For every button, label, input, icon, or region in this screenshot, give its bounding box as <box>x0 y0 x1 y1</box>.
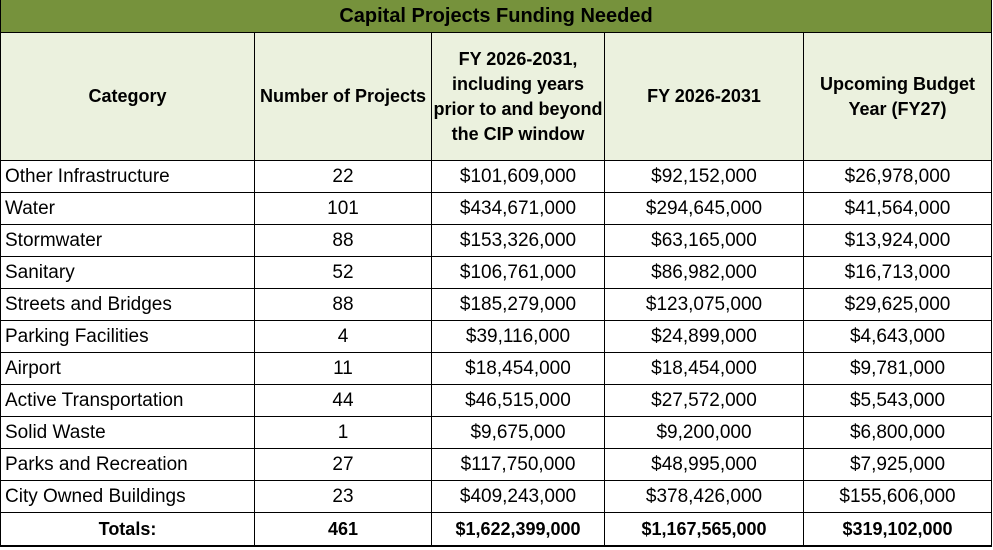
cell-fy27: $41,564,000 <box>802 192 993 225</box>
totals-label: Totals: <box>0 512 255 547</box>
cell-category: Parking Facilities <box>0 320 255 353</box>
cell-fy-total-incl: $153,326,000 <box>431 224 605 257</box>
totals-fy-2026-2031: $1,167,565,000 <box>604 512 804 547</box>
cell-fy27: $13,924,000 <box>802 224 993 257</box>
cell-number-of-projects: 52 <box>254 256 432 289</box>
cell-fy-2026-2031: $24,899,000 <box>604 320 804 353</box>
cell-fy-2026-2031: $294,645,000 <box>604 192 804 225</box>
table-row: Sanitary 52 $106,761,000 $86,982,000 $16… <box>0 256 993 289</box>
cell-fy-total-incl: $9,675,000 <box>431 416 605 449</box>
table-title: Capital Projects Funding Needed <box>0 0 993 33</box>
cell-category: Stormwater <box>0 224 255 257</box>
cell-fy27: $5,543,000 <box>802 384 993 417</box>
cell-fy-2026-2031: $9,200,000 <box>604 416 804 449</box>
cell-fy-2026-2031: $378,426,000 <box>604 480 804 513</box>
table-row: Solid Waste 1 $9,675,000 $9,200,000 $6,8… <box>0 416 993 449</box>
cell-fy-2026-2031: $18,454,000 <box>604 352 804 385</box>
table-row: Parks and Recreation 27 $117,750,000 $48… <box>0 448 993 481</box>
cell-fy27: $9,781,000 <box>802 352 993 385</box>
cell-number-of-projects: 4 <box>254 320 432 353</box>
header-fy-2026-2031-including-prior-beyond: FY 2026-2031, including years prior to a… <box>431 32 605 161</box>
cell-fy-2026-2031: $63,165,000 <box>604 224 804 257</box>
cell-fy-total-incl: $18,454,000 <box>431 352 605 385</box>
cell-fy27: $7,925,000 <box>802 448 993 481</box>
cell-fy27: $4,643,000 <box>802 320 993 353</box>
table-row: Streets and Bridges 88 $185,279,000 $123… <box>0 288 993 321</box>
cell-category: Sanitary <box>0 256 255 289</box>
table-row: Stormwater 88 $153,326,000 $63,165,000 $… <box>0 224 993 257</box>
cell-fy-2026-2031: $48,995,000 <box>604 448 804 481</box>
cell-fy27: $155,606,000 <box>802 480 993 513</box>
cell-number-of-projects: 11 <box>254 352 432 385</box>
cell-number-of-projects: 101 <box>254 192 432 225</box>
table-title-row: Capital Projects Funding Needed <box>0 0 993 33</box>
cell-fy-2026-2031: $27,572,000 <box>604 384 804 417</box>
cell-category: Airport <box>0 352 255 385</box>
cell-number-of-projects: 88 <box>254 288 432 321</box>
cell-category: City Owned Buildings <box>0 480 255 513</box>
totals-fy27: $319,102,000 <box>802 512 993 547</box>
cell-fy-total-incl: $106,761,000 <box>431 256 605 289</box>
totals-fy-total-incl: $1,622,399,000 <box>431 512 605 547</box>
cell-number-of-projects: 27 <box>254 448 432 481</box>
header-number-of-projects: Number of Projects <box>254 32 432 161</box>
table-row: Parking Facilities 4 $39,116,000 $24,899… <box>0 320 993 353</box>
totals-row: Totals: 461 $1,622,399,000 $1,167,565,00… <box>0 512 993 547</box>
cell-category: Parks and Recreation <box>0 448 255 481</box>
cell-category: Streets and Bridges <box>0 288 255 321</box>
cell-fy-total-incl: $39,116,000 <box>431 320 605 353</box>
cell-fy27: $16,713,000 <box>802 256 993 289</box>
table-row: Other Infrastructure 22 $101,609,000 $92… <box>0 160 993 193</box>
cell-category: Solid Waste <box>0 416 255 449</box>
cell-fy-total-incl: $434,671,000 <box>431 192 605 225</box>
cell-number-of-projects: 22 <box>254 160 432 193</box>
cell-fy27: $29,625,000 <box>802 288 993 321</box>
cell-fy27: $26,978,000 <box>802 160 993 193</box>
cell-number-of-projects: 44 <box>254 384 432 417</box>
table-row: Airport 11 $18,454,000 $18,454,000 $9,78… <box>0 352 993 385</box>
cell-fy-2026-2031: $92,152,000 <box>604 160 804 193</box>
totals-number-of-projects: 461 <box>254 512 432 547</box>
cell-fy-total-incl: $185,279,000 <box>431 288 605 321</box>
cell-fy-total-incl: $409,243,000 <box>431 480 605 513</box>
cell-fy27: $6,800,000 <box>802 416 993 449</box>
table-row: City Owned Buildings 23 $409,243,000 $37… <box>0 480 993 513</box>
cell-category: Other Infrastructure <box>0 160 255 193</box>
header-category: Category <box>0 32 255 161</box>
cell-category: Water <box>0 192 255 225</box>
header-upcoming-budget-year: Upcoming Budget Year (FY27) <box>802 32 993 161</box>
cell-fy-2026-2031: $123,075,000 <box>604 288 804 321</box>
table-row: Active Transportation 44 $46,515,000 $27… <box>0 384 993 417</box>
cell-fy-total-incl: $117,750,000 <box>431 448 605 481</box>
cell-number-of-projects: 1 <box>254 416 432 449</box>
cell-fy-total-incl: $46,515,000 <box>431 384 605 417</box>
cell-number-of-projects: 23 <box>254 480 432 513</box>
table-row: Water 101 $434,671,000 $294,645,000 $41,… <box>0 192 993 225</box>
header-fy-2026-2031: FY 2026-2031 <box>604 32 804 161</box>
cell-category: Active Transportation <box>0 384 255 417</box>
table-header-row: Category Number of Projects FY 2026-2031… <box>0 32 993 161</box>
cell-fy-2026-2031: $86,982,000 <box>604 256 804 289</box>
cell-fy-total-incl: $101,609,000 <box>431 160 605 193</box>
cell-number-of-projects: 88 <box>254 224 432 257</box>
